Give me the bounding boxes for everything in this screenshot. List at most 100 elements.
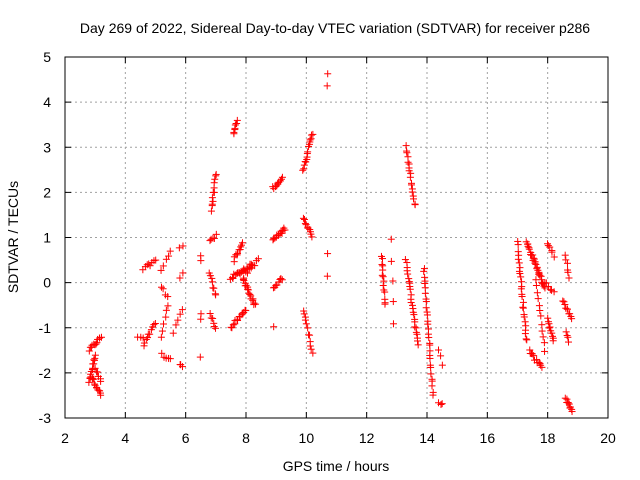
data-point [210,323,218,331]
data-point [197,252,205,260]
data-point [541,347,549,355]
y-tick-label: 5 [43,49,51,65]
data-point [514,241,522,249]
data-point [568,408,576,416]
x-axis-title: GPS time / hours [283,458,390,474]
data-point [304,224,312,232]
data-point [524,242,532,250]
data-point [389,277,397,285]
data-point [536,271,544,279]
data-point [406,285,414,293]
data-point [404,270,412,278]
data-point [230,128,238,136]
x-tick-label: 4 [121,430,129,446]
data-point [379,255,387,263]
data-point [564,338,572,346]
data-point [437,352,445,360]
points-layer [85,70,576,416]
data-point [209,197,217,205]
data-point [387,257,395,265]
data-point [150,257,158,265]
data-point [252,300,260,308]
data-point [301,316,309,324]
x-tick-label: 10 [299,430,315,446]
data-point [206,310,214,318]
data-point [85,347,93,355]
data-point [159,285,167,293]
data-point [515,259,523,267]
data-point [519,303,527,311]
data-point [229,274,237,282]
data-point [94,368,102,376]
data-point [323,82,331,90]
data-point [421,279,429,287]
data-point [300,161,308,169]
y-tick-label: 1 [43,230,51,246]
data-point [276,177,284,185]
data-point [514,255,522,263]
data-point [162,313,170,321]
data-point [233,119,241,127]
data-point [210,284,218,292]
data-point [254,255,262,263]
data-point [422,298,430,306]
data-point [174,316,182,324]
data-point [408,188,416,196]
data-point [378,261,386,269]
data-point [179,269,187,277]
data-point [212,324,220,332]
data-point [231,126,239,134]
data-point [196,353,204,361]
data-point [542,279,550,287]
data-point [518,293,526,301]
data-point [97,377,105,385]
data-point [538,327,546,335]
data-point [522,335,530,343]
data-point [562,304,570,312]
data-point [91,354,99,362]
data-point [425,333,433,341]
data-point [528,350,536,358]
data-point [564,398,572,406]
data-point [533,263,541,271]
data-point [434,346,442,354]
data-point [281,226,289,234]
data-point [568,315,576,323]
data-point [380,277,388,285]
data-point [208,194,216,202]
data-point [172,321,180,329]
data-point [306,331,314,339]
data-point [403,149,411,157]
data-point [389,298,397,306]
data-point [521,330,529,338]
data-point [210,234,218,242]
data-point [178,363,186,371]
data-point [197,310,205,318]
data-point [423,311,431,319]
data-point [231,121,239,129]
data-point [179,242,187,250]
data-point [166,247,174,255]
data-point [406,173,414,181]
data-point [97,391,105,399]
data-point [548,248,556,256]
data-point [520,313,528,321]
data-point [379,281,387,289]
data-point [243,269,251,277]
data-point [407,181,415,189]
data-point [309,349,317,357]
data-point [532,260,540,268]
data-point [405,275,413,283]
data-point [90,375,98,383]
x-tick-label: 12 [359,430,375,446]
data-point [175,244,183,252]
data-point [300,307,308,315]
data-point [427,363,435,371]
data-point [306,342,314,350]
data-point [85,378,93,386]
data-point [304,148,312,156]
data-point [164,302,172,310]
y-tick-label: -1 [39,320,52,336]
